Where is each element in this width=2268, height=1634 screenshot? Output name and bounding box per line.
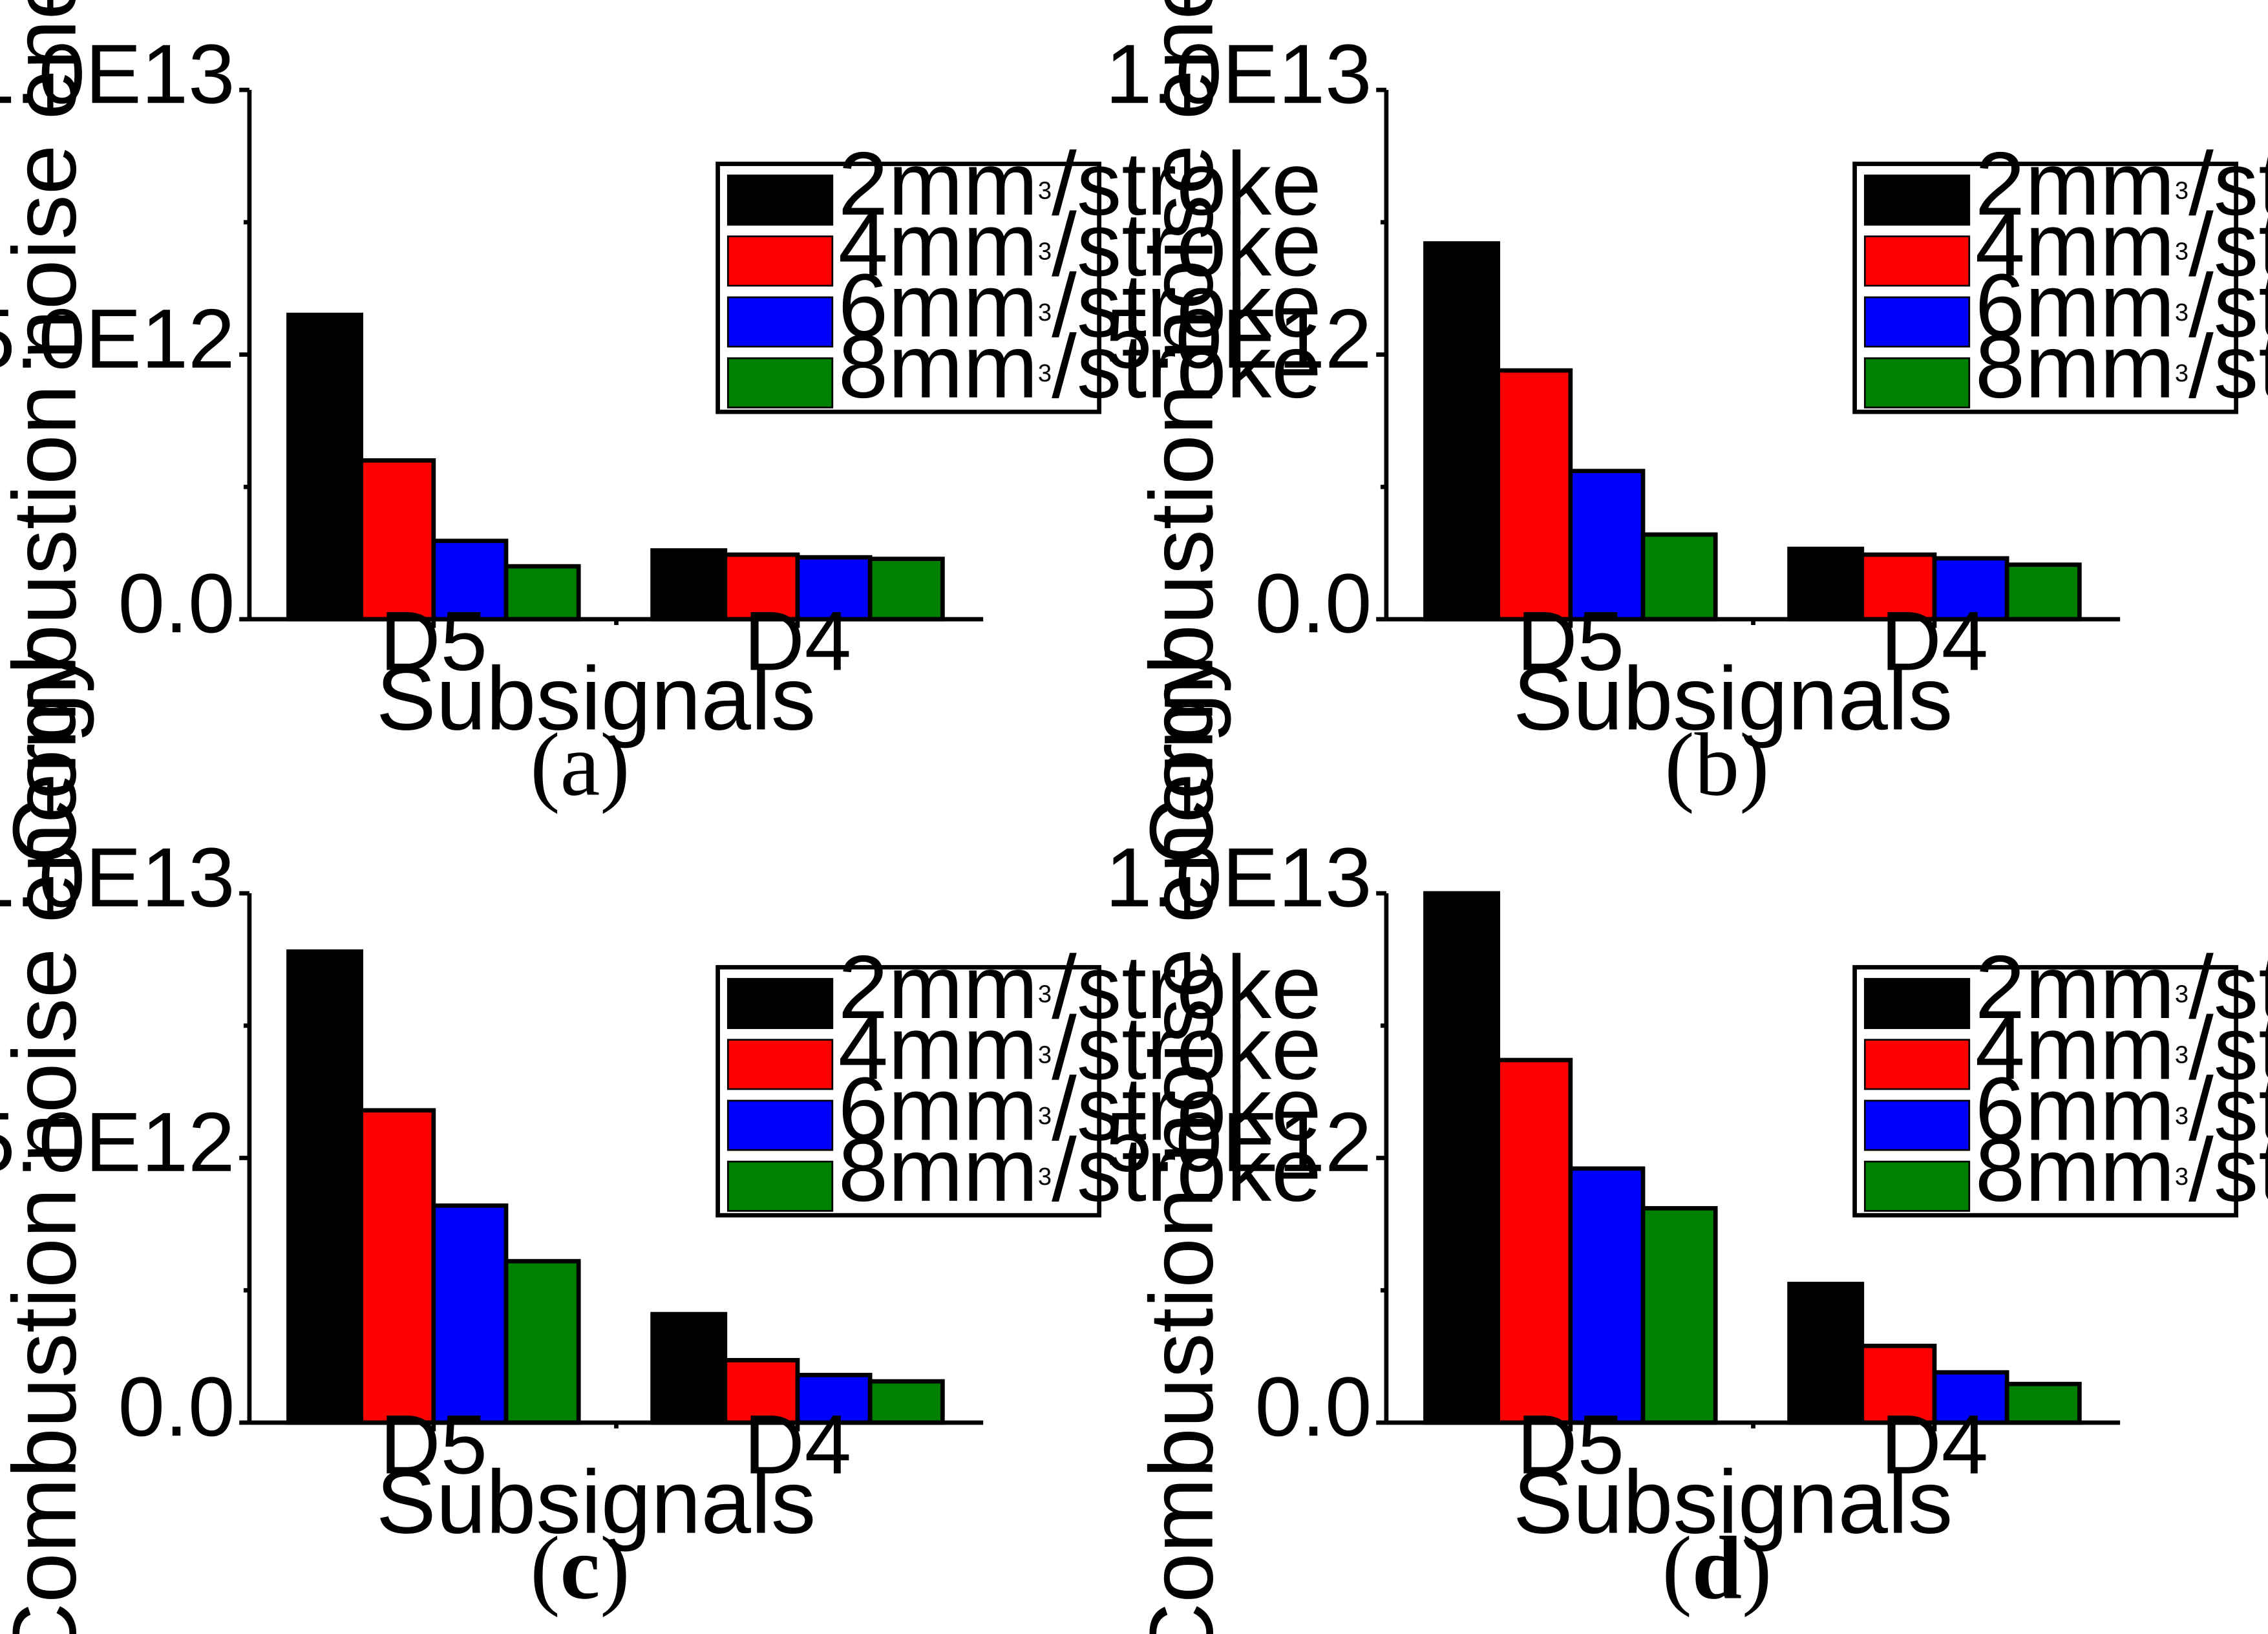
x-tick-label-D4: D4: [1881, 1397, 1988, 1492]
legend-swatch-3: [1863, 1099, 1971, 1151]
y-tick-label: 1.0E13: [1105, 830, 1372, 924]
y-tick-label: 0.0: [118, 556, 235, 650]
legend-label-2: 4mm3/stroke: [838, 998, 1322, 1098]
x-tick-label-D5: D5: [1517, 594, 1624, 688]
legend-swatch-1: [726, 978, 834, 1030]
x-tick-label-D5: D5: [1517, 1397, 1624, 1492]
bar-D5-series-2: [359, 1108, 436, 1425]
bar-D5-series-2: [1496, 368, 1573, 622]
y-tick-label: 5.0E12: [1105, 1095, 1372, 1189]
legend-label-3: 6mm3/stroke: [1975, 1059, 2268, 1159]
bar-D4-series-1: [650, 548, 728, 622]
legend-label-4: 8mm3/stroke: [1975, 1120, 2268, 1220]
legend-label-1: 2mm3/stroke: [838, 937, 1322, 1037]
y-axis-title: Combustion noise energy: [1132, 0, 1232, 864]
legend-swatch-4: [1863, 357, 1971, 408]
y-axis-title: Combustion noise energy: [0, 648, 95, 1634]
legend-label-4: 8mm3/stroke: [1975, 317, 2268, 417]
legend-label-4: 8mm3/stroke: [838, 317, 1322, 417]
legend-swatch-2: [726, 1039, 834, 1090]
legend-swatch-2: [1863, 235, 1971, 287]
legend-swatch-4: [1863, 1160, 1971, 1212]
legend: 2mm3/stroke4mm3/stroke6mm3/stroke8mm3/st…: [715, 937, 1322, 1220]
bar-D5-series-4: [1640, 1205, 1718, 1425]
x-axis-title: Subsignals: [1513, 1452, 1953, 1552]
x-tick-label-D5: D5: [380, 1397, 487, 1492]
y-axis-title: Combustion noise energy: [1132, 648, 1232, 1634]
bar-D5-series-4: [1640, 532, 1718, 622]
y-tick-label: 0.0: [1255, 556, 1372, 650]
y-axis-title: Combustion noise energy: [0, 0, 95, 864]
x-axis-title: Subsignals: [1513, 649, 1953, 749]
legend: 2mm3/stroke4mm3/stroke6mm3/stroke8mm3/st…: [715, 134, 1322, 417]
legend-label-3: 6mm3/stroke: [1975, 256, 2268, 356]
legend-label-1: 2mm3/stroke: [1975, 134, 2268, 234]
y-tick-label: 1.0E13: [0, 830, 235, 924]
legend: 2mm3/stroke4mm3/stroke6mm3/stroke8mm3/st…: [1852, 134, 2268, 417]
legend-swatch-1: [726, 175, 834, 226]
bar-D5-series-3: [1568, 469, 1646, 622]
legend-label-2: 4mm3/stroke: [1975, 998, 2268, 1098]
legend-swatch-4: [726, 1160, 834, 1212]
legend-label-4: 8mm3/stroke: [838, 1120, 1322, 1220]
legend-label-1: 2mm3/stroke: [1975, 937, 2268, 1037]
bar-D4-series-3: [1932, 556, 2009, 622]
panel-caption-d: (d): [1662, 1518, 1772, 1618]
bar-D4-series-4: [867, 1379, 945, 1425]
bar-D4-series-1: [1787, 1282, 1865, 1425]
legend: 2mm3/stroke4mm3/stroke6mm3/stroke8mm3/st…: [1852, 937, 2268, 1220]
legend-swatch-2: [726, 235, 834, 287]
bar-D5-series-4: [503, 1258, 581, 1425]
bar-D5-series-3: [431, 1203, 509, 1425]
panel-caption-a: (a): [530, 715, 630, 814]
bar-D4-series-2: [723, 1357, 800, 1425]
chart-panel-c: 0.05.0E121.0E13D5D4SubsignalsCombustion …: [0, 648, 1322, 1634]
x-tick-label-D4: D4: [1881, 594, 1988, 688]
legend-label-2: 4mm3/stroke: [838, 195, 1322, 295]
y-tick-label: 1.0E13: [0, 27, 235, 121]
y-tick-label: 1.0E13: [1105, 27, 1372, 121]
legend-swatch-1: [1863, 978, 1971, 1030]
bar-D4-series-1: [1787, 546, 1865, 622]
bar-D4-series-4: [867, 557, 945, 622]
panel-caption-b: (b): [1664, 715, 1769, 814]
x-tick-label-D4: D4: [744, 594, 851, 688]
y-tick-label: 0.0: [118, 1359, 235, 1454]
bar-D4-series-1: [650, 1311, 728, 1425]
bar-D4-series-4: [2004, 562, 2082, 622]
legend-swatch-1: [1863, 175, 1971, 226]
legend-swatch-3: [726, 1099, 834, 1151]
bar-D5-series-1: [1423, 241, 1501, 622]
legend-swatch-3: [726, 296, 834, 348]
y-tick-label: 5.0E12: [1105, 292, 1372, 386]
bar-D5-series-4: [503, 564, 581, 622]
legend-swatch-4: [726, 357, 834, 408]
x-tick-label-D4: D4: [744, 1397, 851, 1492]
legend-label-2: 4mm3/stroke: [1975, 195, 2268, 295]
x-axis-title: Subsignals: [376, 1452, 816, 1552]
bar-D5-series-2: [1496, 1057, 1573, 1425]
legend-label-3: 6mm3/stroke: [838, 1059, 1322, 1159]
bar-D5-series-1: [1423, 891, 1501, 1425]
x-tick-label-D5: D5: [380, 594, 487, 688]
panel-caption-c: (c): [530, 1518, 630, 1618]
y-tick-label: 0.0: [1255, 1359, 1372, 1454]
x-axis-title: Subsignals: [376, 649, 816, 749]
bar-D4-series-4: [2004, 1381, 2082, 1425]
bar-D5-series-3: [1568, 1166, 1646, 1425]
bar-D5-series-1: [286, 312, 364, 622]
y-tick-label: 5.0E12: [0, 1095, 235, 1189]
legend-swatch-3: [1863, 296, 1971, 348]
legend-label-3: 6mm3/stroke: [838, 256, 1322, 356]
legend-swatch-2: [1863, 1039, 1971, 1090]
legend-label-1: 2mm3/stroke: [838, 134, 1322, 234]
y-tick-label: 5.0E12: [0, 292, 235, 386]
bar-D5-series-1: [286, 949, 364, 1425]
